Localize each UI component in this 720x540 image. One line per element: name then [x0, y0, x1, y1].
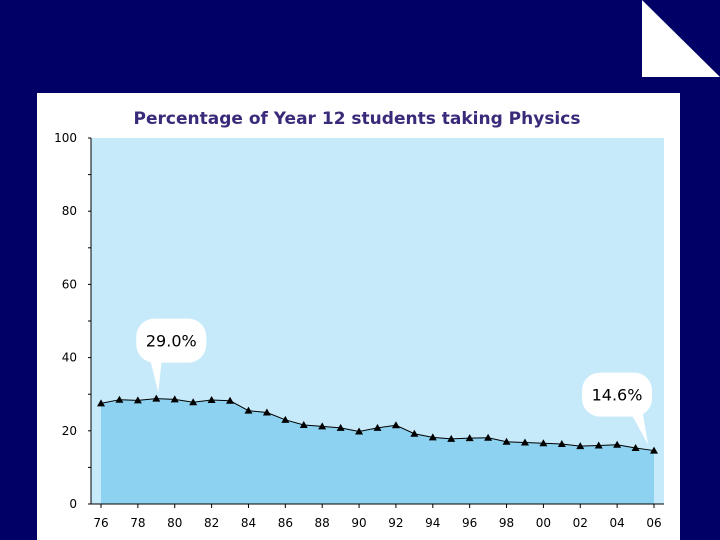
data-point — [262, 408, 271, 416]
x-tick-label: 90 — [351, 516, 366, 530]
y-tick-label: 40 — [62, 351, 77, 365]
x-tick-label: 86 — [278, 516, 293, 530]
data-point — [281, 415, 290, 423]
x-tick-label: 82 — [204, 516, 219, 530]
chart-title: Percentage of Year 12 students taking Ph… — [134, 109, 581, 129]
data-point — [226, 396, 235, 404]
x-tick-label: 98 — [499, 516, 514, 530]
data-point — [355, 427, 364, 435]
callout-bubble: 29.0% — [136, 318, 207, 393]
data-point — [299, 420, 308, 428]
data-point — [244, 406, 253, 414]
data-point — [613, 440, 622, 448]
series-area — [101, 398, 654, 504]
x-tick-label: 80 — [167, 516, 182, 530]
x-tick-label: 04 — [609, 516, 624, 530]
y-tick-label: 100 — [54, 131, 77, 145]
y-tick-label: 20 — [62, 424, 77, 438]
y-tick-label: 80 — [62, 204, 77, 218]
x-tick-label: 94 — [425, 516, 440, 530]
data-point — [336, 423, 345, 431]
data-point — [594, 441, 603, 449]
x-tick-label: 84 — [241, 516, 256, 530]
x-tick-label: 00 — [536, 516, 551, 530]
data-point — [539, 439, 548, 447]
data-point — [318, 422, 327, 430]
data-point — [576, 442, 585, 450]
data-point — [207, 396, 216, 404]
x-tick-label: 88 — [315, 516, 330, 530]
chart: Percentage of Year 12 students taking Ph… — [54, 109, 664, 530]
chart-panel: Percentage of Year 12 students taking Ph… — [37, 93, 680, 540]
data-point — [373, 423, 382, 431]
data-point — [650, 446, 658, 454]
data-point — [484, 433, 493, 441]
x-tick-label: 76 — [93, 516, 108, 530]
y-tick-label: 0 — [69, 497, 77, 511]
data-point — [447, 434, 456, 442]
data-point — [631, 444, 640, 452]
data-point — [152, 394, 161, 402]
data-point — [428, 433, 437, 441]
callout-label: 14.6% — [592, 386, 643, 405]
callout-label: 29.0% — [146, 332, 197, 351]
page-corner-icon — [642, 0, 720, 77]
x-tick-label: 96 — [462, 516, 477, 530]
data-point — [410, 429, 419, 437]
x-tick-label: 02 — [573, 516, 588, 530]
x-tick-label: 78 — [130, 516, 145, 530]
x-tick-label: 06 — [646, 516, 661, 530]
data-point — [97, 399, 105, 407]
data-point — [465, 434, 474, 442]
data-point — [391, 421, 400, 429]
callout-bubble: 14.6% — [582, 372, 652, 445]
data-point — [557, 439, 566, 447]
data-point — [115, 395, 124, 403]
data-point — [189, 398, 198, 406]
x-tick-label: 92 — [388, 516, 403, 530]
y-tick-label: 60 — [62, 277, 77, 291]
data-point — [170, 395, 179, 403]
data-point — [502, 437, 511, 445]
data-point — [133, 396, 142, 404]
data-point — [520, 438, 529, 446]
